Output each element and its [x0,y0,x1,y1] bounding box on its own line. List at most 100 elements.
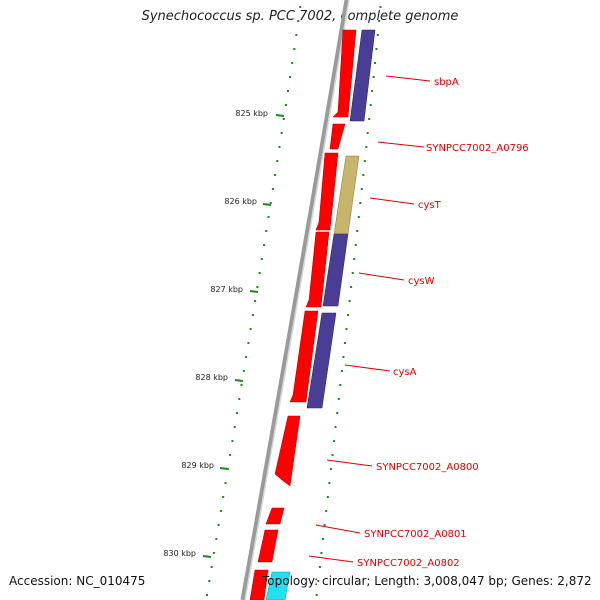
gc-dot [274,174,277,176]
gc-dot [299,6,302,8]
skew-dot [365,146,368,148]
gc-dot [278,146,281,148]
tick-label: 828 kbp [195,373,228,382]
gene-label-cysA: cysA [393,367,417,378]
gc-dot [247,342,250,344]
tick-label: 827 kbp [210,285,243,294]
tick-828 [234,379,244,382]
leader-line [315,524,361,534]
skew-dot [357,216,360,218]
skew-dot [333,440,336,442]
gc-dot [238,398,241,400]
gc-dot [293,48,296,50]
gene-cysA-forward [289,310,319,403]
skew-dot [345,328,348,330]
cog-genes [265,29,376,600]
gene-labels: sbpA SYNPCC7002_A0796 cysT cysW cysA SYN… [357,77,529,569]
skew-dot [347,314,350,316]
gc-dot [282,118,285,120]
gc-dot [236,412,238,414]
gc-dot [206,594,208,596]
gene-A0801-forward [265,507,285,525]
leader-line [326,459,373,467]
leader-line [344,364,391,372]
skew-dot [342,356,345,358]
skew-dot [318,566,321,568]
forward-genes [249,29,357,600]
gene-label-sbpA: sbpA [434,77,459,88]
gc-skew-track [315,6,382,596]
gene-label-cysT: cysT [418,200,442,211]
gc-dot [260,258,263,260]
gc-dot [233,426,236,428]
gene-label-A0802: SYNPCC7002_A0802 [357,558,460,569]
gene-label-cysW: cysW [408,276,435,287]
gene-cysW-forward [305,231,330,308]
skew-dot [334,426,337,428]
tick-825 [275,114,285,117]
gc-content-track [206,6,302,596]
skew-dot [340,370,343,372]
skew-dot [378,20,381,22]
skew-dot [376,34,379,36]
gene-A0800-forward [274,415,301,487]
gc-dot [256,286,259,288]
leader-line [358,272,405,281]
ticks [202,114,285,558]
gc-dot [242,370,245,372]
gc-dot [271,188,274,190]
skew-dot [317,580,320,582]
skew-dot [354,244,357,246]
skew-dot [371,90,374,92]
tick-label: 830 kbp [163,549,196,558]
skew-dot [356,230,359,232]
gc-dot [249,328,252,330]
skew-dot [339,384,342,386]
skew-dot [351,272,354,274]
leader-line [308,555,354,563]
gc-dot [297,20,300,22]
skew-dot [336,412,339,414]
skew-dot [328,482,331,484]
leader-line [385,75,431,82]
skew-dot [329,468,332,470]
skew-dot [315,594,318,596]
leader-line [377,141,425,148]
skew-dot [363,160,366,162]
gc-dot [215,538,218,540]
gene-label-A0796: SYNPCC7002_A0796 [426,143,529,154]
gc-dot [213,552,215,554]
gc-dot [229,454,232,456]
gene-cysT-cog [333,155,360,235]
gc-dot [251,314,254,316]
gene-sbpA-forward [332,29,357,118]
gene-cysW-cog [322,233,349,307]
tick-labels: 825 kbp 826 kbp 827 kbp 828 kbp 829 kbp … [163,109,268,558]
gc-dot [276,160,279,162]
gc-dot [280,132,283,134]
skew-dot [360,188,363,190]
backbone-line [240,0,350,600]
gc-dot [263,244,266,246]
gc-dot [217,524,220,526]
gene-label-A0801: SYNPCC7002_A0801 [364,529,467,540]
accession-text: Accession: NC_010475 [9,574,146,588]
backbone-shadow [244,0,350,600]
gc-dot [284,104,287,106]
skew-dot [322,538,324,540]
leader-line [369,197,415,205]
skew-dot [326,496,329,498]
skew-dot [337,398,340,400]
gc-dot [254,300,257,302]
skew-dot [375,48,378,50]
tick-830 [202,555,212,558]
gc-dot [267,216,270,218]
tick-829 [219,467,229,470]
summary-text: Topology: circular; Length: 3,008,047 bp… [262,574,592,588]
gene-label-A0800: SYNPCC7002_A0800 [376,462,479,473]
gene-cysT-forward [315,152,339,231]
skew-dot [348,300,351,302]
skew-dot [359,202,362,204]
gc-dot [210,566,213,568]
